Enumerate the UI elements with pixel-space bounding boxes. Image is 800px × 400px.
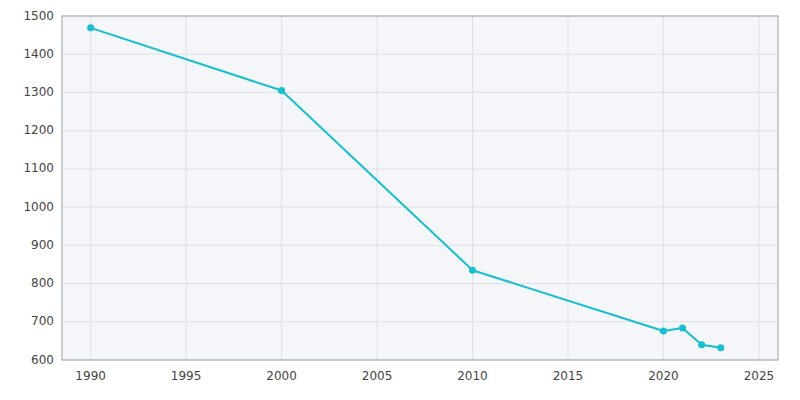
y-tick-label: 700 [31, 314, 54, 328]
x-tick-label: 1990 [75, 369, 106, 383]
x-tick-label: 2010 [457, 369, 488, 383]
y-tick-label: 800 [31, 276, 54, 290]
x-tick-label: 2015 [553, 369, 584, 383]
y-grid-line [62, 321, 778, 322]
y-grid-line [62, 168, 778, 169]
x-grid-line [758, 16, 759, 360]
x-grid-line [90, 16, 91, 360]
x-grid-line [663, 16, 664, 360]
y-tick-label: 1300 [23, 85, 54, 99]
point [698, 341, 705, 348]
y-grid-line [62, 130, 778, 131]
y-tick-label: 1100 [23, 161, 54, 175]
point [660, 327, 667, 334]
plot-frame [62, 16, 778, 360]
x-grid-line [377, 16, 378, 360]
plot-background [62, 16, 778, 360]
point [679, 324, 686, 331]
y-grid-line [62, 207, 778, 208]
point [469, 267, 476, 274]
x-grid-line [472, 16, 473, 360]
x-tick-label: 2000 [266, 369, 297, 383]
y-grid-line [62, 245, 778, 246]
y-grid-line [62, 92, 778, 93]
point [87, 24, 94, 31]
x-tick-label: 2005 [362, 369, 393, 383]
y-tick-label: 900 [31, 238, 54, 252]
y-tick-label: 1000 [23, 200, 54, 214]
x-grid-line [281, 16, 282, 360]
y-grid-line [62, 283, 778, 284]
chart-container: 600 700 800 900 1000 1100 1200 1300 1400 1500 1990… [0, 0, 800, 400]
tick-labels: 600 700 800 900 1000 1100 1200 1300 1400 1500 1990… [23, 9, 774, 384]
point [717, 344, 724, 351]
x-tick-label: 2025 [744, 369, 775, 383]
point [278, 87, 285, 94]
line [91, 28, 721, 348]
y-tick-label: 1500 [23, 9, 54, 23]
y-tick-label: 600 [31, 353, 54, 367]
x-grid-line [567, 16, 568, 360]
data-group [87, 24, 724, 351]
y-tick-label: 1200 [23, 123, 54, 137]
x-grid-line [186, 16, 187, 360]
chart: 600 700 800 900 1000 1100 1200 1300 1400 1500 1990… [0, 0, 800, 400]
grid [62, 16, 778, 360]
y-tick-label: 1400 [23, 47, 54, 61]
x-tick-label: 1995 [171, 369, 202, 383]
x-tick-label: 2020 [648, 369, 679, 383]
